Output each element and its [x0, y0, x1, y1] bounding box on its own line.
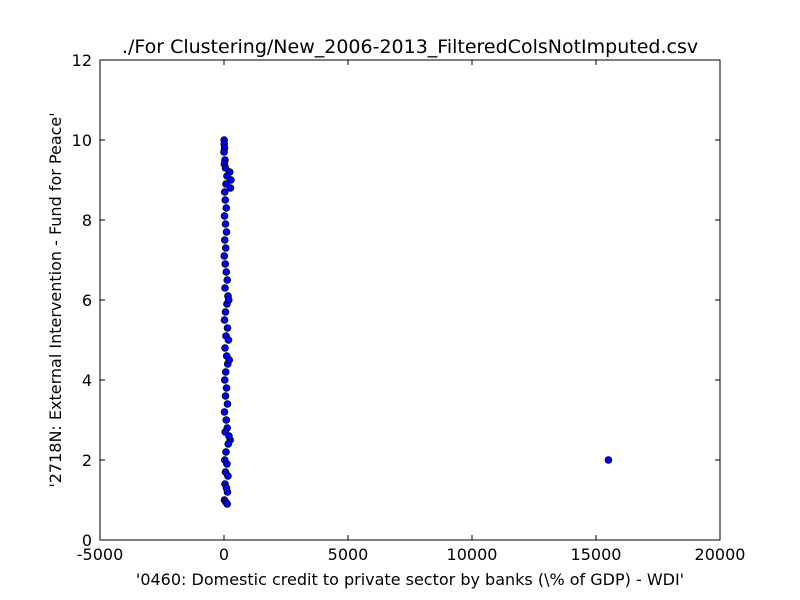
scatter-point	[227, 176, 235, 184]
scatter-point	[220, 376, 229, 384]
x-axis-ticks: -5000 0 5000 10000 15000 20000	[77, 60, 746, 564]
scatter-point	[223, 488, 232, 496]
scatter-point	[222, 204, 231, 212]
scatter-point	[220, 252, 229, 260]
scatter-point	[223, 400, 232, 408]
y-axis-ticks: 0 2 4 6 8 10 12	[72, 51, 720, 550]
x-tick-label: -5000	[77, 545, 124, 564]
chart-title: ./For Clustering/New_2006-2013_FilteredC…	[122, 36, 698, 58]
scatter-point	[604, 456, 613, 464]
scatter-point	[221, 220, 230, 228]
scatter-point	[222, 228, 231, 236]
scatter-point	[224, 336, 233, 344]
scatter-point	[220, 236, 229, 244]
x-tick-label: 20000	[695, 545, 746, 564]
scatter-point	[220, 408, 229, 416]
scatter-point	[222, 448, 230, 456]
scatter-point	[221, 196, 230, 204]
scatter-point	[224, 296, 233, 304]
x-axis-label: '0460: Domestic credit to private sector…	[136, 570, 684, 589]
y-tick-label: 12	[72, 51, 92, 70]
x-tick-label: 5000	[328, 545, 369, 564]
y-axis-label: '2718N: External Intervention - Fund for…	[46, 112, 65, 487]
x-tick-label: 10000	[447, 545, 498, 564]
scatter-point	[221, 344, 229, 352]
scatter-point	[222, 268, 231, 276]
scatter-point	[225, 432, 233, 440]
scatter-point	[221, 308, 230, 316]
y-tick-label: 4	[82, 371, 92, 390]
y-tick-label: 8	[82, 211, 92, 230]
scatter-point	[220, 188, 229, 196]
y-tick-label: 0	[82, 531, 92, 550]
scatter-point	[223, 324, 232, 332]
y-tick-label: 2	[82, 451, 92, 470]
y-tick-label: 6	[82, 291, 92, 310]
scatter-points	[220, 136, 613, 508]
axes-frame	[99, 59, 721, 541]
x-tick-label: 15000	[571, 545, 622, 564]
y-tick-label: 10	[72, 131, 92, 150]
scatter-point	[221, 368, 230, 376]
scatter-point	[220, 212, 229, 220]
scatter-point	[220, 316, 229, 324]
x-tick-label: 0	[219, 545, 229, 564]
scatter-point	[221, 284, 229, 292]
scatter-point	[223, 460, 231, 468]
scatter-point	[222, 416, 231, 424]
scatter-point	[221, 260, 230, 268]
scatter-point	[223, 500, 232, 508]
plot-area-border	[99, 59, 721, 541]
scatter-point	[226, 184, 235, 192]
scatter-point	[224, 472, 232, 480]
scatter-point	[225, 356, 234, 364]
scatter-point	[221, 244, 230, 252]
scatter-point	[220, 148, 228, 156]
scatter-point	[223, 276, 232, 284]
scatter-point	[221, 392, 230, 400]
scatter-point	[222, 384, 231, 392]
scatter-point	[224, 440, 233, 448]
